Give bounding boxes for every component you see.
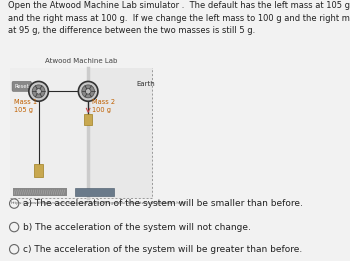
Bar bbox=[84, 114, 92, 125]
Text: b) The acceleration of the system will not change.: b) The acceleration of the system will n… bbox=[23, 223, 251, 232]
FancyBboxPatch shape bbox=[12, 81, 32, 91]
FancyBboxPatch shape bbox=[10, 68, 152, 198]
Bar bbox=[13, 188, 66, 196]
Circle shape bbox=[36, 88, 41, 94]
Circle shape bbox=[32, 85, 45, 98]
Circle shape bbox=[29, 81, 48, 101]
Text: Mass 1
105 g: Mass 1 105 g bbox=[14, 99, 37, 113]
Bar bbox=[10, 68, 88, 198]
Circle shape bbox=[85, 88, 91, 94]
Bar bbox=[75, 188, 114, 196]
Text: a) The acceleration of the system will be smaller than before.: a) The acceleration of the system will b… bbox=[23, 199, 302, 208]
Text: c) The acceleration of the system will be greater than before.: c) The acceleration of the system will b… bbox=[23, 245, 302, 254]
Circle shape bbox=[78, 81, 98, 101]
Circle shape bbox=[82, 85, 94, 98]
Bar bbox=[35, 164, 43, 177]
Text: Reset: Reset bbox=[14, 84, 29, 89]
Text: Earth: Earth bbox=[136, 81, 155, 86]
Text: Open the Atwood Machine Lab simulator .  The default has the left mass at 105 g
: Open the Atwood Machine Lab simulator . … bbox=[8, 1, 350, 35]
Bar bbox=[88, 68, 152, 198]
Text: Atwood Machine Lab: Atwood Machine Lab bbox=[45, 58, 117, 64]
Text: Mass 2
100 g: Mass 2 100 g bbox=[92, 99, 116, 113]
Text: https://www.thephysicsaviary.com/Physics/Programs/Labs/AtwoodLabrindex.html: https://www.thephysicsaviary.com/Physics… bbox=[10, 201, 187, 205]
